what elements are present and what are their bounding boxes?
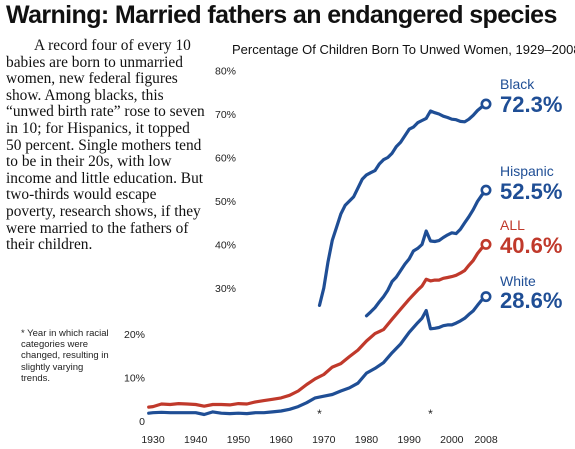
asterisk-marker: * — [428, 407, 433, 421]
series-line-hispanic — [364, 188, 488, 318]
series-value-label: 40.6% — [500, 233, 562, 258]
series-line-white — [147, 295, 488, 417]
asterisk-marker: * — [317, 407, 322, 421]
y-tick-label: 40% — [215, 240, 236, 252]
series-endpoint-white — [480, 291, 492, 303]
y-tick-label: 80% — [215, 66, 236, 78]
y-tick-label: 70% — [215, 109, 236, 121]
y-tick-label: 30% — [215, 283, 236, 295]
series-name-label: Hispanic — [500, 163, 554, 179]
series-line-all — [147, 242, 488, 409]
y-tick-label: 10% — [124, 373, 145, 385]
series-name-label: ALL — [500, 217, 525, 233]
series-name-label: White — [500, 273, 536, 289]
series-endpoint-all — [480, 238, 492, 250]
headline: Warning: Married fathers an endangered s… — [6, 1, 557, 29]
story-text: A record four of every 10 babies are bor… — [6, 37, 205, 254]
x-tick-label: 1950 — [227, 434, 251, 446]
x-tick-label: 1980 — [355, 434, 379, 446]
footnote: * Year in which racial categories were c… — [21, 328, 109, 384]
series-endpoint-hispanic — [480, 184, 492, 196]
series-value-label: 52.5% — [500, 179, 562, 204]
x-tick-label: 1940 — [184, 434, 208, 446]
series-endpoint-black — [480, 98, 492, 110]
x-tick-label: 1990 — [397, 434, 421, 446]
y-tick-label: 20% — [124, 329, 145, 341]
series-value-label: 28.6% — [500, 288, 562, 313]
y-tick-label: 60% — [215, 153, 236, 165]
x-tick-label: 2000 — [440, 434, 464, 446]
x-tick-label: 2008 — [474, 434, 498, 446]
x-tick-label: 1960 — [269, 434, 293, 446]
chart-title: Percentage Of Children Born To Unwed Wom… — [232, 42, 575, 57]
series-name-label: Black — [500, 76, 535, 92]
x-tick-label: 1970 — [312, 434, 336, 446]
series-line-black — [317, 102, 488, 307]
y-tick-label: 50% — [215, 196, 236, 208]
x-tick-label: 1930 — [141, 434, 165, 446]
y-tick-label: 0 — [139, 416, 145, 428]
series-value-label: 72.3% — [500, 92, 562, 117]
